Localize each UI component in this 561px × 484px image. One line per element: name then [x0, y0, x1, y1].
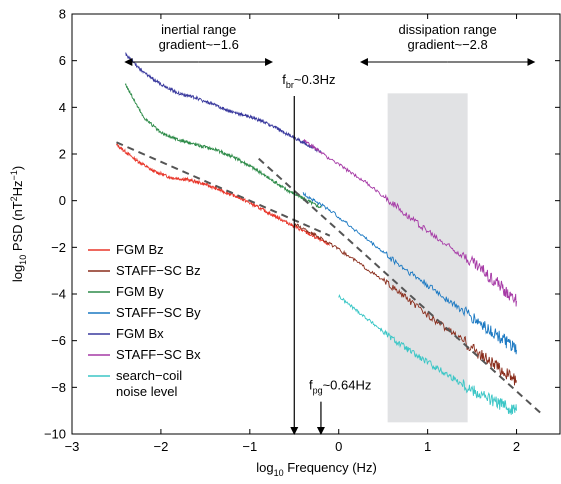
series-line	[302, 192, 517, 355]
series-line	[124, 82, 322, 209]
shaded-region	[387, 93, 468, 423]
fit-line	[258, 157, 544, 417]
y-tick-label: 0	[59, 193, 66, 208]
y-tick-label: 8	[59, 7, 66, 22]
y-tick-label: 6	[59, 53, 66, 68]
legend-label: STAFF−SC Bx	[116, 347, 201, 362]
series-line	[125, 52, 322, 153]
x-tick-label: 2	[513, 439, 520, 454]
inertial-range-title: inertial range	[161, 22, 236, 37]
x-axis-label: log10 Frequency (Hz)	[256, 460, 377, 478]
dissipation-range-gradient: gradient~−2.8	[408, 37, 488, 52]
legend-label: FGM Bz	[116, 242, 164, 257]
x-tick-label: −1	[242, 439, 257, 454]
y-tick-label: 4	[59, 100, 66, 115]
y-tick-label: 2	[59, 147, 66, 162]
series-line	[302, 138, 517, 307]
legend-label: FGM Bx	[116, 326, 164, 341]
y-tick-label: −6	[51, 333, 66, 348]
legend-label: search−coil	[116, 368, 182, 383]
legend-label: FGM By	[116, 284, 164, 299]
dissipation-range-title: dissipation range	[398, 22, 496, 37]
y-tick-label: −8	[51, 380, 66, 395]
legend-label: STAFF−SC By	[116, 305, 201, 320]
series-line	[338, 294, 517, 415]
fpg-label: fpg~0.64Hz	[309, 378, 371, 396]
fit-line	[116, 141, 331, 237]
y-tick-label: −2	[51, 240, 66, 255]
y-axis-label: log10 PSD (nT2Hz−1)	[9, 166, 28, 282]
y-tick-label: −4	[51, 287, 66, 302]
x-tick-label: −3	[65, 439, 80, 454]
x-tick-label: 0	[335, 439, 342, 454]
inertial-range-gradient: gradient~−1.6	[159, 37, 239, 52]
fbr-label: fbr~0.3Hz	[282, 72, 335, 90]
legend: FGM Bz STAFF−SC Bz FGM By STAFF−SC By FGM Bx…	[88, 242, 201, 399]
y-tick-label: −10	[44, 427, 66, 442]
legend-label: STAFF−SC Bz	[116, 263, 201, 278]
x-tick-label: −2	[153, 439, 168, 454]
x-tick-label: 1	[424, 439, 431, 454]
legend-label: noise level	[116, 384, 178, 399]
series-line	[293, 223, 517, 386]
plot-frame	[71, 13, 561, 435]
series-layer	[116, 52, 517, 415]
